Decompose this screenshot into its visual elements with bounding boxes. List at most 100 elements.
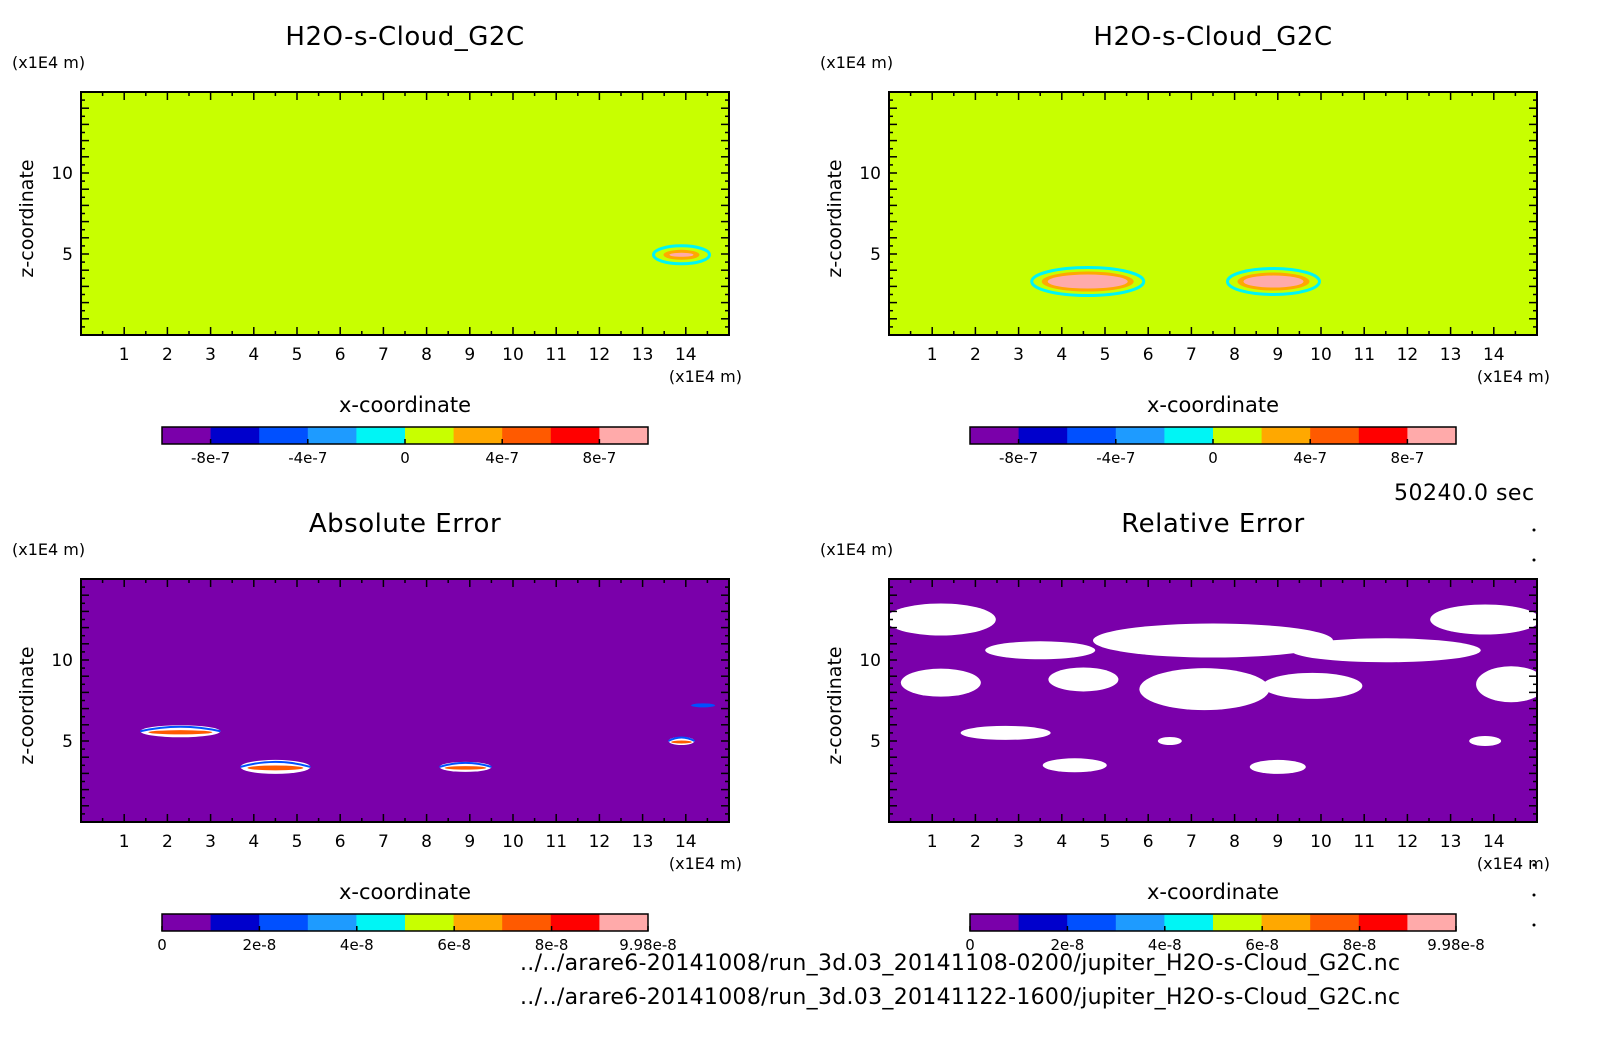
x-tick-label: 1 [927,832,938,852]
error-core [444,766,487,770]
colorbar: -8e-7 -4e-7 0 4e-7 8e-7 [161,426,649,467]
data-features [106,113,726,266]
x-tick-label: 12 [1397,832,1419,852]
peak-contour-outer [1030,266,1146,298]
x-tick-label: 6 [335,345,346,365]
x-tick-label: 2 [970,832,981,852]
edge-dot [1532,923,1536,927]
cloud-feature [1423,152,1504,169]
x-tick-label: 3 [1013,832,1024,852]
plot-area [81,579,729,822]
axis-ticks [80,91,730,336]
chart-title: H2O-s-Cloud_G2C [285,22,524,52]
colorbar-swatch [1164,914,1214,931]
x-tick-label: 5 [1100,345,1111,365]
colorbar-swatch [356,427,406,444]
x-tick-label: 10 [1310,345,1332,365]
file-path-1: ../../arare6-20141008/run_3d.03_20141108… [520,951,1401,976]
x-tick-label: 3 [1013,345,1024,365]
x-tick-label: 8 [1229,832,1240,852]
y-unit-label: (x1E4 m) [12,53,85,72]
colorbar-swatch [1115,427,1165,444]
colorbar-tick-label: 8e-8 [1343,936,1377,954]
y-tick-label: 5 [62,245,73,265]
colorbar-swatch [162,427,212,444]
chart-title: Absolute Error [309,509,501,539]
chart-panel-2: H2O-s-Cloud_G2C(x1E4 m)1 2 3 4 5 6 7 8 9 10 11 12 13… [820,22,1550,467]
relative-error-region [1048,667,1119,692]
x-tick-label: 6 [1143,832,1154,852]
x-tick-label: 14 [1483,345,1505,365]
relative-error-region [885,603,996,636]
colorbar-swatch [1067,427,1117,444]
x-axis-label: x-coordinate [339,880,471,904]
colorbar-swatch [1310,914,1360,931]
x-tick-label: 8 [421,832,432,852]
peak-contour-outer [1225,267,1321,297]
colorbar-swatch [1018,427,1068,444]
x-tick-label: 8 [421,345,432,365]
colorbar-swatch [1261,427,1311,444]
colorbar-swatch [405,427,455,444]
x-tick-label: 14 [675,832,697,852]
cloud-feature [106,122,151,133]
edge-dot [1532,893,1536,897]
colorbar: -8e-7 -4e-7 0 4e-7 8e-7 [969,426,1457,467]
plot-area [889,92,1537,335]
y-tick-label: 10 [859,164,881,184]
relative-error-region [1430,604,1541,635]
colorbar-swatch [1407,427,1457,444]
y-axis-label: z-coordinate [16,159,38,277]
cloud-feature [1153,248,1186,260]
x-tick-label: 7 [1186,345,1197,365]
x-tick-label: 10 [502,345,524,365]
x-axis-label: x-coordinate [339,393,471,417]
relative-error-region [1249,759,1306,774]
cloud-contour [1133,201,1198,230]
error-core [671,740,692,744]
relative-error-region [1476,666,1547,703]
x-tick-label: 9 [1272,345,1283,365]
colorbar-swatch [307,427,357,444]
chart-panel-4: Relative Error(x1E4 m)1 2 3 4 5 6 7 8 9 10 11 12 13 1… [820,509,1550,954]
relative-error-region [1042,758,1107,773]
relative-error-region [1157,737,1182,745]
x-tick-label: 4 [248,832,259,852]
colorbar-swatch [599,427,649,444]
x-tick-label: 12 [589,345,611,365]
cloud-contour [1248,186,1343,219]
colorbar-tick-label: 2e-8 [243,936,277,954]
error-edge [140,725,221,733]
colorbar-swatch [970,914,1020,931]
relative-error-region [1093,623,1333,658]
axis-ticks [888,91,1538,336]
colorbar-swatch [502,914,552,931]
colorbar-tick-label: -8e-7 [191,449,230,467]
colorbar-tick-label: 0 [157,936,167,954]
colorbar-tick-label: -4e-7 [1096,449,1135,467]
cloud-contour [236,190,401,215]
x-unit-label: (x1E4 m) [1477,854,1550,873]
error-edge [439,761,492,768]
data-features [140,703,716,774]
colorbar-swatch [259,427,309,444]
x-tick-label: 9 [464,832,475,852]
colorbar-swatch [1067,914,1117,931]
x-tick-label: 4 [1056,832,1067,852]
x-tick-label: 4 [1056,345,1067,365]
x-axis-label: x-coordinate [1147,393,1279,417]
colorbar-swatch [356,914,406,931]
x-tick-label: 12 [589,832,611,852]
x-tick-label: 11 [1353,832,1375,852]
x-tick-label: 14 [675,345,697,365]
colorbar-swatch [1213,427,1263,444]
colorbar-swatch [1115,914,1165,931]
colorbar-swatch [970,427,1020,444]
colorbar-swatch [1164,427,1214,444]
x-tick-label: 5 [292,345,303,365]
chart-panel-1: H2O-s-Cloud_G2C(x1E4 m)1 2 3 4 5 6 7 8 9 10 11 12 13… [12,22,742,467]
colorbar-swatch [405,914,455,931]
relative-error-region [960,725,1051,740]
relative-error-region [900,668,981,697]
